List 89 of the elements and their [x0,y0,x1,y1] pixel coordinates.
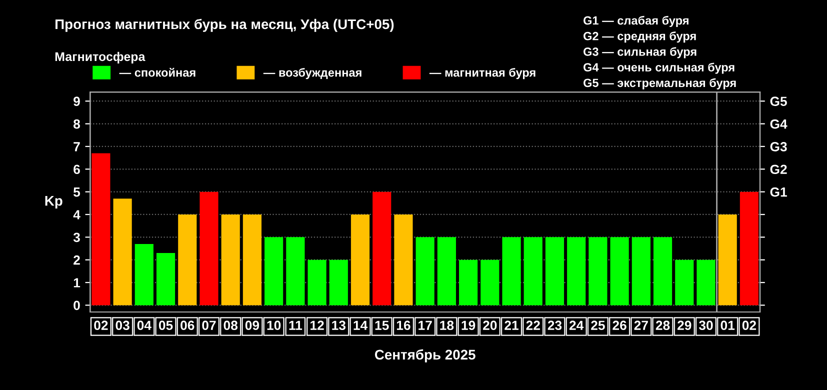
y-tick-label: 8 [74,119,80,129]
bar [696,260,716,306]
y-axis-title: Kp [45,196,62,208]
y-tick-label: 2 [74,255,80,265]
bar [308,260,326,306]
text: G5 — экстремальная буря [584,78,736,90]
bar [545,237,564,306]
legend-label: — магнитная буря [429,68,536,80]
text: G1 — слабая буря [584,16,688,28]
bar [718,214,737,306]
x-tick-label: 30 [698,320,713,330]
legend-label: — возбужденная [263,68,362,80]
bar [480,260,500,306]
bar [221,214,240,306]
y-tick-label: 3 [73,232,80,242]
x-tick-label: 19 [462,320,476,330]
bar [524,237,542,306]
y-tick-label: 4 [73,210,80,220]
x-tick-label: 23 [548,320,562,330]
bar [437,237,456,306]
x-tick-label: 02 [742,320,756,330]
category-label: G5 [770,96,787,106]
x-tick-label: 11 [289,320,302,330]
bar [588,237,608,306]
x-tick-label: 10 [267,320,281,330]
y-tick-label: 6 [74,164,80,174]
x-tick-label: 27 [634,320,648,330]
x-tick-label: 29 [678,320,692,330]
y-tick-label: 1 [74,278,80,288]
x-tick-label: 06 [180,320,194,330]
x-tick-label: 05 [158,320,173,330]
text: G4 — очень сильная буря [584,62,734,74]
x-tick-label: 26 [612,320,626,330]
category-label: G4 [770,119,788,129]
x-tick-label: 13 [332,320,346,330]
bar [264,237,284,306]
bar [113,198,132,306]
text: G2 — средняя буря [584,31,696,43]
bar [740,192,758,306]
bar [200,192,218,306]
bar [372,192,392,306]
legend-title: Магнитосфера [55,52,146,64]
category-label: G2 [770,164,787,174]
x-tick-label: 16 [396,320,410,330]
x-tick-label: 01 [720,320,735,330]
x-tick-label: 14 [354,320,368,330]
x-tick-label: 17 [418,320,432,330]
bar [178,214,197,306]
x-tick-label: 28 [656,320,670,330]
bar [350,214,370,306]
text: G3 — сильная буря [584,47,696,58]
x-tick-label: 22 [526,320,540,330]
x-tick-label: 08 [224,320,238,330]
x-tick-label: 09 [245,320,260,330]
category-label: G1 [770,187,787,197]
bar [134,244,154,306]
y-tick-label: 5 [73,188,80,197]
bar [459,260,478,306]
x-tick-label: 04 [137,320,152,330]
x-tick-label: 24 [569,320,584,330]
y-tick-label: 0 [74,300,80,310]
legend-label: — спокойная [119,68,196,77]
bar [329,260,348,306]
bar [653,237,672,306]
bar [502,237,521,306]
bar [675,260,694,306]
x-tick-label: 02 [94,320,108,330]
bar [156,253,176,306]
x-tick-label: 12 [310,320,324,330]
x-tick-label: 03 [116,320,130,330]
bar [567,237,586,306]
chart-title: Прогноз магнитных бурь на месяц, Уфа (UTC+05) [56,18,394,32]
bar [286,237,305,306]
x-tick-label: 18 [440,320,454,330]
x-tick-label: 25 [591,320,605,330]
bar [632,237,650,306]
y-tick-label: 7 [74,142,80,152]
bar [92,153,110,306]
bar [610,237,629,306]
bar [242,214,262,306]
x-tick-label: 21 [504,320,518,330]
bar [416,237,434,306]
x-tick-label: 07 [202,320,216,330]
x-axis-title: Сентябрь 2025 [374,349,476,362]
x-tick-label: 20 [483,320,497,330]
y-tick-label: 9 [74,96,80,106]
category-label: G3 [770,142,787,152]
bar [394,214,413,306]
x-tick-label: 15 [375,320,389,330]
